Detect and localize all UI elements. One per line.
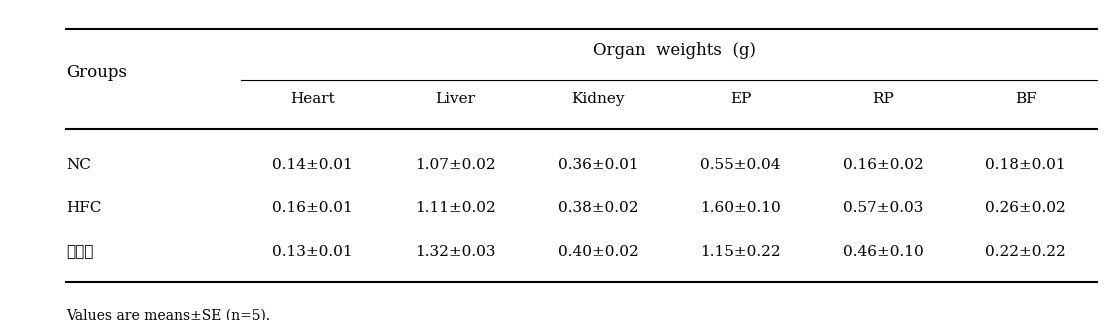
Text: Groups: Groups [66,64,128,81]
Text: 1.07±0.02: 1.07±0.02 [415,158,496,172]
Text: 0.13±0.01: 0.13±0.01 [272,245,354,259]
Text: 1.11±0.02: 1.11±0.02 [415,201,496,215]
Text: 0.18±0.01: 0.18±0.01 [985,158,1066,172]
Text: 0.26±0.02: 0.26±0.02 [985,201,1066,215]
Text: 1.60±0.10: 1.60±0.10 [700,201,781,215]
Text: 0.40±0.02: 0.40±0.02 [557,245,638,259]
Text: 사쳊숙: 사쳊숙 [66,245,93,259]
Text: HFC: HFC [66,201,102,215]
Text: EP: EP [730,92,751,106]
Text: 0.55±0.04: 0.55±0.04 [700,158,781,172]
Text: NC: NC [66,158,91,172]
Text: BF: BF [1015,92,1036,106]
Text: Heart: Heart [291,92,335,106]
Text: Values are means±SE (n=5).: Values are means±SE (n=5). [66,309,270,320]
Text: 0.16±0.02: 0.16±0.02 [843,158,923,172]
Text: Organ  weights  (g): Organ weights (g) [593,42,756,59]
Text: Kidney: Kidney [571,92,624,106]
Text: RP: RP [872,92,894,106]
Text: 0.14±0.01: 0.14±0.01 [272,158,354,172]
Text: 1.15±0.22: 1.15±0.22 [700,245,781,259]
Text: 1.32±0.03: 1.32±0.03 [415,245,496,259]
Text: 0.38±0.02: 0.38±0.02 [557,201,638,215]
Text: 0.22±0.22: 0.22±0.22 [985,245,1066,259]
Text: 0.16±0.01: 0.16±0.01 [272,201,354,215]
Text: 0.36±0.01: 0.36±0.01 [557,158,638,172]
Text: 0.57±0.03: 0.57±0.03 [843,201,923,215]
Text: 0.46±0.10: 0.46±0.10 [843,245,923,259]
Text: Liver: Liver [435,92,476,106]
